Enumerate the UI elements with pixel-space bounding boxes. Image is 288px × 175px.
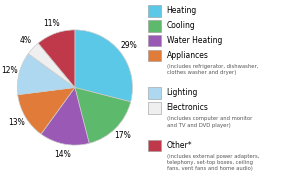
Text: Water Heating: Water Heating <box>167 36 222 45</box>
Bar <box>148 102 161 114</box>
Wedge shape <box>75 30 132 102</box>
Text: (includes refrigerator, dishwasher,
clothes washer and dryer): (includes refrigerator, dishwasher, clot… <box>167 64 258 75</box>
Wedge shape <box>41 88 89 145</box>
Text: 29%: 29% <box>120 41 137 50</box>
Wedge shape <box>17 54 75 95</box>
Wedge shape <box>38 30 75 88</box>
Text: Lighting: Lighting <box>167 88 198 97</box>
Text: 17%: 17% <box>115 131 131 140</box>
Text: Heating: Heating <box>167 6 197 15</box>
Text: Appliances: Appliances <box>167 51 209 60</box>
Bar <box>148 88 161 99</box>
Wedge shape <box>75 88 131 143</box>
Wedge shape <box>28 43 75 88</box>
Text: 4%: 4% <box>19 36 31 46</box>
Text: (includes computer and monitor
and TV and DVD player): (includes computer and monitor and TV an… <box>167 116 252 128</box>
Text: 13%: 13% <box>8 118 25 127</box>
Bar <box>148 20 161 32</box>
Text: (includes external power adapters,
telephony, set-top boxes, ceiling
fans, vent : (includes external power adapters, telep… <box>167 154 259 171</box>
Text: 12%: 12% <box>1 66 17 75</box>
Text: Cooling: Cooling <box>167 21 195 30</box>
Text: Electronics: Electronics <box>167 103 209 112</box>
Bar <box>148 5 161 17</box>
Wedge shape <box>18 88 75 134</box>
Text: Other*: Other* <box>167 141 192 150</box>
Bar <box>148 35 161 46</box>
Bar <box>148 140 161 151</box>
Text: 14%: 14% <box>54 150 71 159</box>
Bar <box>148 50 161 61</box>
Text: 11%: 11% <box>43 19 60 28</box>
